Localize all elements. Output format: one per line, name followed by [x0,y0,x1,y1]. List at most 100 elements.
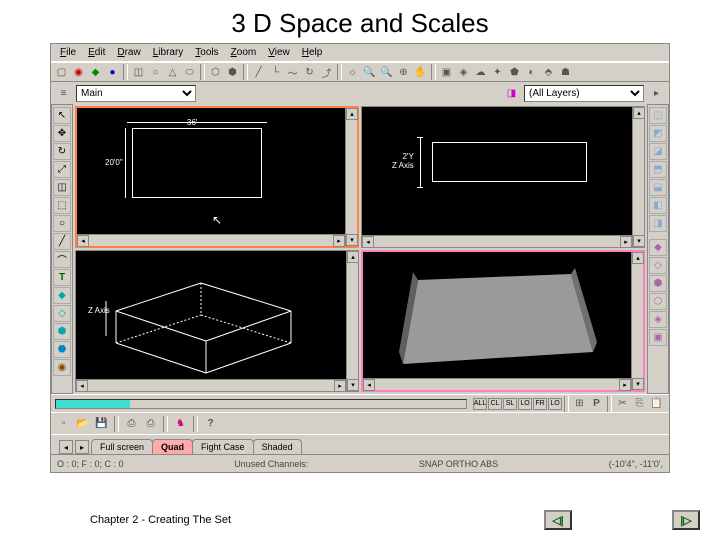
scrollbar-vertical[interactable]: ▴ ▾ [346,251,358,391]
view-select[interactable]: Main [76,85,196,102]
view-icon[interactable]: ◩ [649,125,667,142]
scroll-down-icon[interactable]: ▾ [632,378,644,390]
view-icon[interactable]: ◫ [649,107,667,124]
tool-icon[interactable]: ▣ [438,64,455,81]
rotate-icon[interactable]: ↻ [53,143,71,160]
scroll-down-icon[interactable]: ▾ [346,234,358,246]
scrollbar-horizontal[interactable]: ◂ ▸ [362,235,632,247]
save-icon[interactable]: 💾 [93,415,110,432]
line-icon[interactable]: ╱ [250,64,267,81]
scroll-left-icon[interactable]: ◂ [76,380,88,392]
tool-icon[interactable]: ○ [53,215,71,232]
render-icon[interactable]: ⬢ [649,275,667,292]
zoom-icon[interactable]: ⊕ [395,64,412,81]
view-icon[interactable]: ◨ [649,215,667,232]
zoom-out-icon[interactable]: 🔍 [378,64,395,81]
view-icon[interactable]: ◪ [649,143,667,160]
copy-icon[interactable]: ⎘ [631,395,648,412]
snap-icon[interactable]: ⊞ [571,395,588,412]
layer-select[interactable]: (All Layers) [524,85,644,102]
tool-icon[interactable]: ⤴ [318,64,335,81]
scroll-left-icon[interactable]: ◂ [363,379,375,391]
tab-fullscreen[interactable]: Full screen [91,439,153,454]
new-icon[interactable]: ▫ [55,415,72,432]
scrollbar-horizontal[interactable]: ◂ ▸ [77,234,345,246]
p-icon[interactable]: P [588,395,605,412]
tool-icon[interactable]: ▢ [53,64,70,81]
scroll-right-icon[interactable]: ▸ [333,235,345,247]
tiny-icon[interactable]: CL [488,398,502,410]
arc-icon[interactable]: ⌒ [53,251,71,268]
tool-icon[interactable]: ◫ [53,179,71,196]
scroll-up-icon[interactable]: ▴ [346,108,358,120]
tool-icon[interactable]: ⬟ [506,64,523,81]
cylinder-icon[interactable]: ⬭ [181,64,198,81]
scroll-left-icon[interactable]: ◂ [362,236,374,248]
viewport-top[interactable]: 36' 20'0" ↖ ▴ ▾ ◂ ▸ [75,106,359,248]
view-icon[interactable]: ⬓ [649,179,667,196]
render-icon[interactable]: ▣ [649,329,667,346]
tool-icon[interactable]: ◉ [53,359,71,376]
help-icon[interactable]: ? [202,415,219,432]
scrollbar-vertical[interactable]: ▴ ▾ [631,252,643,390]
tab-fightcase[interactable]: Fight Case [192,439,254,454]
tool-icon[interactable]: ⬘ [540,64,557,81]
select-icon[interactable]: ↖ [53,107,71,124]
scroll-up-icon[interactable]: ▴ [633,107,645,119]
scroll-up-icon[interactable]: ▴ [632,252,644,264]
curve-icon[interactable]: 〜 [284,64,301,81]
paste-icon[interactable]: 📋 [648,395,665,412]
tool-icon[interactable]: ♞ [172,415,189,432]
tiny-icon[interactable]: FR [533,398,547,410]
menu-tools[interactable]: Tools [190,46,223,59]
menu-view[interactable]: View [263,46,295,59]
menu-edit[interactable]: Edit [83,46,110,59]
menu-file[interactable]: File [55,46,81,59]
layer-icon[interactable]: ◨ [503,85,520,102]
tiny-icon[interactable]: ALL [473,398,487,410]
tiny-icon[interactable]: LO [518,398,532,410]
scroll-right-icon[interactable]: ▸ [619,379,631,391]
zoom-in-icon[interactable]: 🔍 [361,64,378,81]
tool-icon[interactable]: ⬡ [207,64,224,81]
tool-icon[interactable]: ◈ [455,64,472,81]
text-icon[interactable]: T [53,269,71,286]
tool-icon[interactable]: ☁ [472,64,489,81]
scroll-left-icon[interactable]: ◂ [77,235,89,247]
tiny-icon[interactable]: SL [503,398,517,410]
line-icon[interactable]: └ [267,64,284,81]
tab-quad[interactable]: Quad [152,439,193,454]
layer-icon[interactable]: ≡ [55,85,72,102]
menu-zoom[interactable]: Zoom [226,46,262,59]
tool-icon[interactable]: ◇ [53,305,71,322]
cube-icon[interactable]: ◫ [130,64,147,81]
scrollbar-horizontal[interactable]: ◂ ▸ [76,379,346,391]
open-icon[interactable]: 📂 [74,415,91,432]
menu-draw[interactable]: Draw [112,46,145,59]
render-icon[interactable]: ◈ [649,311,667,328]
view-icon[interactable]: ◧ [649,197,667,214]
viewport-render[interactable]: ▴ ▾ ◂ ▸ [361,250,645,392]
layer-next-icon[interactable]: ▸ [648,85,665,102]
tool-icon[interactable]: ● [104,64,121,81]
tool-icon[interactable]: ☼ [344,64,361,81]
print-preview-icon[interactable]: ⎙ [142,415,159,432]
tool-icon[interactable]: ◉ [70,64,87,81]
scale-icon[interactable]: ⤢ [53,161,71,178]
scrollbar-vertical[interactable]: ▴ ▾ [345,108,357,246]
tool-icon[interactable]: ⬣ [53,341,71,358]
tool-icon[interactable]: ◆ [87,64,104,81]
tool-icon[interactable]: ✦ [489,64,506,81]
scroll-up-icon[interactable]: ▴ [347,251,359,263]
line-icon[interactable]: ╱ [53,233,71,250]
scrollbar-horizontal[interactable]: ◂ ▸ [363,378,631,390]
viewport-iso[interactable]: Z Axis ▴ ▾ ◂ ▸ [75,250,359,392]
menu-help[interactable]: Help [297,46,328,59]
tool-icon[interactable]: ◆ [53,287,71,304]
tool-icon[interactable]: ⬢ [53,323,71,340]
tool-icon[interactable]: ⬢ [224,64,241,81]
view-icon[interactable]: ⬒ [649,161,667,178]
tab-next-icon[interactable]: ▸ [75,440,89,454]
scrollbar-vertical[interactable]: ▴ ▾ [632,107,644,247]
cut-icon[interactable]: ✂ [614,395,631,412]
